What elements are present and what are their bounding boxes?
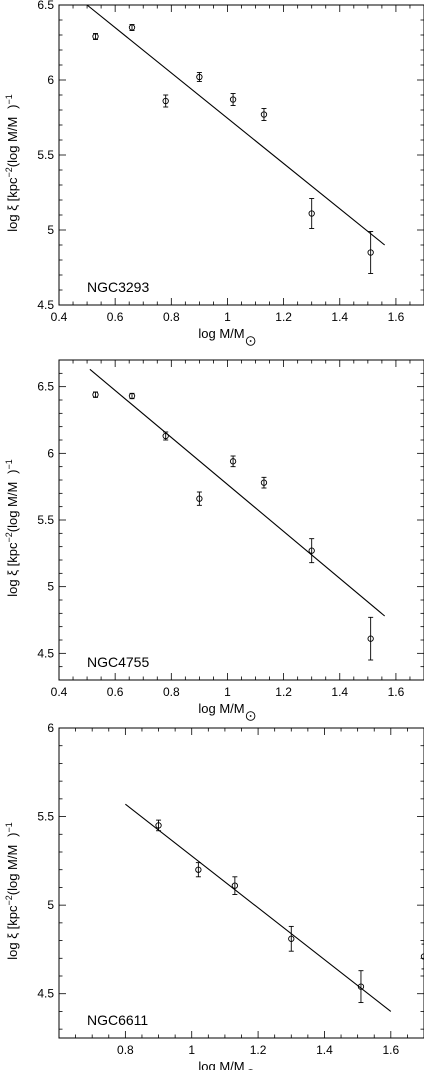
y-tick-label: 4.5 [37, 298, 54, 312]
y-tick-label: 5 [47, 898, 54, 912]
x-axis-label: log M/M [198, 1059, 244, 1070]
data-point [230, 456, 235, 467]
data-point [196, 863, 201, 877]
cluster-label: NGC6611 [87, 1012, 148, 1028]
y-axis-label-part: log ξ [kpc [5, 177, 20, 232]
data-point [197, 492, 202, 505]
data-point [93, 34, 98, 40]
x-tick-label: 1.6 [388, 310, 405, 324]
y-axis-label-part: log ξ [kpc [5, 542, 20, 597]
x-tick-label: 1.4 [331, 310, 348, 324]
plot-frame [59, 5, 424, 305]
cluster-label: NGC4755 [87, 654, 149, 670]
plot-frame [59, 360, 424, 680]
data-point [309, 199, 314, 229]
x-tick-label: 0.8 [163, 685, 180, 699]
data-point [232, 877, 237, 895]
y-axis-label-part: (log M/M [5, 837, 20, 895]
y-tick-label: 4.5 [37, 987, 54, 1001]
y-tick-label: 5 [47, 223, 54, 237]
x-tick-label: 1 [224, 310, 231, 324]
chart-panel-3: 0.8 1 1.2 1.4 1.6 4.5 5 5.5 6 log M/M log ξ [kpc−2… [4, 721, 424, 1070]
data-point [93, 392, 98, 397]
data-point [289, 926, 294, 951]
sun-symbol-icon [246, 712, 255, 721]
sun-symbol-icon [246, 337, 255, 346]
y-axis-label-part: (log M/M [5, 474, 20, 532]
x-tick-label: 1 [188, 1043, 195, 1057]
data-point [368, 232, 373, 274]
data-point [163, 432, 168, 440]
x-axis-label: log M/M [198, 701, 244, 716]
chart-panel-2: 0.4 0.6 0.8 1 1.2 1.4 1.6 4.5 5 5.5 6 6.5 log M/M log… [4, 360, 424, 720]
y-tick-label: 6 [47, 73, 54, 87]
y-axis-label-part: −1 [4, 459, 14, 469]
data-point [129, 25, 134, 31]
x-tick-label: 1.4 [331, 685, 348, 699]
fit-line [90, 369, 385, 616]
y-tick-label: 6 [47, 446, 54, 460]
chart-panel-1: 0.4 0.6 0.8 1 1.2 1.4 1.6 4.5 5 5.5 6 6.5 log M/M log… [4, 0, 424, 345]
y-axis-label: log ξ [kpc−2(log M/M )−1 [4, 459, 20, 596]
y-axis-label: log ξ [kpc−2(log M/M )−1 [4, 822, 20, 959]
y-axis-label-part: log ξ [kpc [5, 905, 20, 960]
y-axis-label: log ξ [kpc−2(log M/M )−1 [4, 94, 20, 231]
data-point [309, 539, 314, 563]
x-tick-label: 0.4 [51, 310, 68, 324]
y-axis-label-part: −2 [4, 532, 14, 542]
y-axis-label-part: −1 [4, 94, 14, 104]
y-tick-label: 4.5 [37, 646, 54, 660]
x-tick-label: 1 [224, 685, 231, 699]
x-tick-label: 0.6 [107, 310, 124, 324]
y-tick-label: 6 [47, 721, 54, 735]
y-tick-label: 6.5 [37, 0, 54, 12]
data-point [129, 393, 134, 398]
y-axis-label-part: −2 [4, 167, 14, 177]
x-tick-label: 0.4 [51, 685, 68, 699]
x-tick-label: 1.2 [275, 310, 292, 324]
data-point [230, 94, 235, 106]
fit-line [87, 5, 385, 245]
data-point [261, 109, 266, 121]
plot-frame [59, 728, 424, 1038]
y-tick-label: 6.5 [37, 380, 54, 394]
y-axis-label-part: −1 [4, 822, 14, 832]
x-tick-label: 0.8 [117, 1043, 134, 1057]
data-point [197, 73, 202, 82]
data-point [261, 477, 266, 488]
x-tick-label: 1.2 [250, 1043, 267, 1057]
x-tick-label: 1.6 [388, 685, 405, 699]
cluster-label: NGC3293 [87, 279, 149, 295]
y-axis-label-part: −2 [4, 895, 14, 905]
y-tick-label: 5.5 [37, 810, 54, 824]
x-tick-label: 1.2 [275, 685, 292, 699]
y-tick-label: 5 [47, 580, 54, 594]
data-point [163, 95, 168, 107]
data-point [368, 617, 373, 660]
y-axis-label-part: (log M/M [5, 109, 20, 167]
x-tick-label: 1.6 [382, 1043, 399, 1057]
fit-line [125, 804, 390, 1011]
y-tick-label: 5.5 [37, 148, 54, 162]
x-tick-label: 1.4 [316, 1043, 333, 1057]
x-tick-label: 0.6 [107, 685, 124, 699]
x-tick-label: 0.8 [163, 310, 180, 324]
x-axis-label: log M/M [198, 326, 244, 341]
y-tick-label: 5.5 [37, 513, 54, 527]
